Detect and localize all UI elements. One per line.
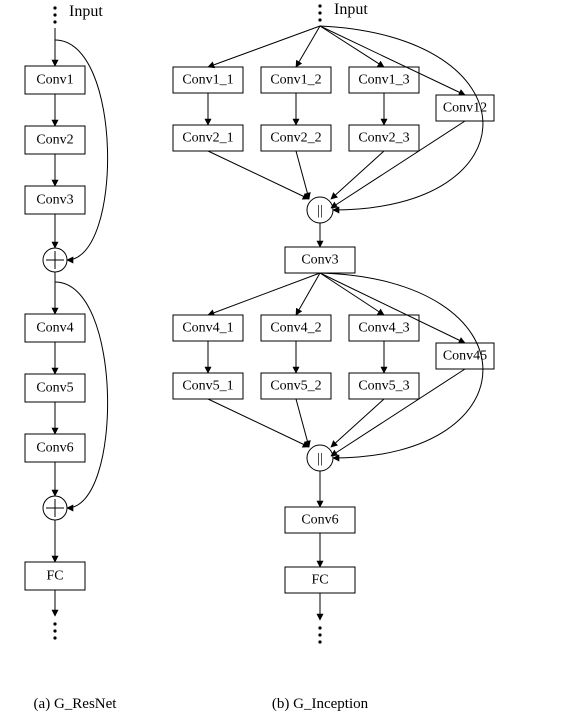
left-input-label: Input: [69, 3, 103, 20]
right-top-dots: [318, 11, 321, 14]
node-c2-3-label: Conv2_3: [358, 131, 409, 146]
right-top-dots: [318, 18, 321, 21]
node-conv2-label: Conv2: [36, 133, 73, 148]
edge-c3-r4-2: [320, 273, 384, 315]
edge-in-r1-1: [296, 26, 320, 67]
edge-c3-r4-1: [296, 273, 320, 315]
right-caption: (b) G_Inception: [272, 696, 369, 712]
left-bottom-dots: [53, 622, 56, 625]
node-c4-1-label: Conv4_1: [182, 321, 233, 336]
node-c5-2-label: Conv5_2: [270, 379, 321, 394]
node-conv1-label: Conv1: [36, 73, 73, 88]
node-c2-1-label: Conv2_1: [182, 131, 233, 146]
edge-r5-cc2-1: [296, 399, 309, 447]
node-c4-2-label: Conv4_2: [270, 321, 321, 336]
node-c1-3-label: Conv1_3: [358, 73, 409, 88]
edge-r5-cc2-2: [331, 399, 384, 447]
node-c5-3-label: Conv5_3: [358, 379, 409, 394]
edge-r2-cc1-0: [208, 151, 309, 199]
node-conv6-label: Conv6: [36, 441, 73, 456]
left-top-dots: [53, 6, 56, 9]
left-top-dots: [53, 13, 56, 16]
right-bottom-dots: [318, 626, 321, 629]
node-conv5-label: Conv5: [36, 381, 73, 396]
left-top-dots: [53, 20, 56, 23]
node-c3-label: Conv3: [301, 253, 338, 268]
node-fc-left-label: FC: [46, 569, 63, 584]
node-fc-right-label: FC: [311, 573, 328, 588]
node-c5-1-label: Conv5_1: [182, 379, 233, 394]
right-bottom-dots: [318, 640, 321, 643]
node-c2-2-label: Conv2_2: [270, 131, 321, 146]
edge-r2-cc1-1: [296, 151, 309, 199]
svg-text:||: ||: [317, 204, 323, 219]
node-conv3-label: Conv3: [36, 193, 73, 208]
edge-r2-cc1-2: [331, 151, 384, 199]
right-bottom-dots: [318, 633, 321, 636]
edge-c3-r4-0: [208, 273, 320, 315]
edge-r5-cc2-0: [208, 399, 309, 447]
edge-in-r1-0: [208, 26, 320, 67]
left-bottom-dots: [53, 629, 56, 632]
left-bottom-dots: [53, 636, 56, 639]
node-c45-label: Conv45: [443, 349, 487, 364]
node-c1-1-label: Conv1_1: [182, 73, 233, 88]
right-input-label: Input: [334, 1, 368, 18]
right-top-dots: [318, 4, 321, 7]
node-conv4-label: Conv4: [36, 321, 73, 336]
node-c1-2-label: Conv1_2: [270, 73, 321, 88]
svg-text:||: ||: [317, 452, 323, 467]
node-c4-3-label: Conv4_3: [358, 321, 409, 336]
left-caption: (a) G_ResNet: [34, 696, 118, 712]
node-c6-label: Conv6: [301, 513, 338, 528]
